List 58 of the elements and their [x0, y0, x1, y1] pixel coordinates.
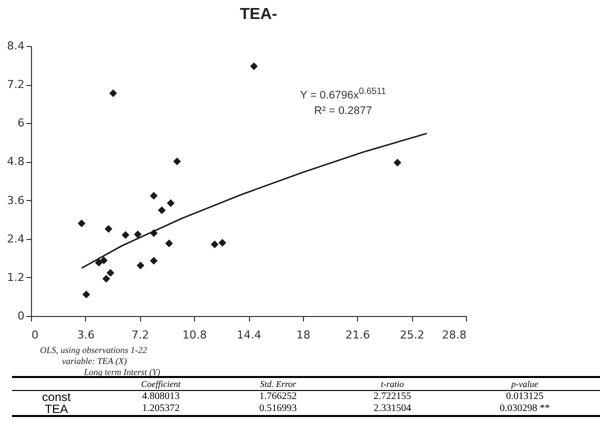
point — [250, 62, 258, 70]
y-tick-label: 6 — [18, 116, 24, 130]
text: t-ratio — [335, 377, 450, 390]
y-tick-label: 4.8 — [7, 155, 24, 168]
point — [218, 238, 226, 247]
line-series — [80, 132, 428, 269]
point — [173, 158, 181, 166]
text: 0.013125 — [504, 390, 544, 403]
annotation: R² = 0.2877 — [314, 104, 372, 117]
x-tick-label: 28.8 — [442, 328, 466, 342]
point — [78, 220, 86, 228]
y-tick-label: 3.6 — [7, 194, 24, 207]
text: Coefficient — [100, 377, 221, 390]
text: OLS, using observations 1-22 — [40, 345, 148, 356]
x-tick-label: 7.2 — [132, 328, 149, 342]
text: p-value — [449, 377, 600, 390]
y-tick-label: 2.4 — [7, 232, 24, 246]
text: 2.722155 — [372, 390, 412, 403]
point — [104, 225, 112, 233]
y-tick-label: 0 — [18, 310, 24, 322]
point — [166, 199, 175, 208]
point — [82, 290, 90, 298]
x-tick-label: 25.2 — [400, 328, 424, 342]
point — [94, 258, 103, 267]
text: TEA — [12, 402, 101, 416]
x-tick-label: 14.4 — [236, 328, 262, 342]
text: 1.205372 — [100, 403, 221, 416]
text: 0.516993 — [220, 403, 336, 416]
point — [134, 230, 142, 238]
point — [100, 256, 108, 264]
x-tick-label: 10.8 — [182, 328, 207, 342]
text: 0.030298 ** — [449, 403, 600, 416]
point — [158, 206, 166, 214]
point — [150, 192, 158, 200]
point — [210, 240, 219, 248]
point — [150, 256, 158, 265]
point — [394, 158, 402, 167]
y-tick-label: 1.2 — [7, 270, 24, 284]
point — [106, 269, 114, 277]
point — [109, 89, 118, 98]
y-tick-label: 7.2 — [7, 78, 24, 92]
annotation: Y = 0.6796x$^{0.6511}$ — [300, 86, 386, 102]
text: 4.808013 — [141, 390, 181, 403]
text: 1.766252 — [258, 390, 298, 403]
point — [102, 274, 110, 283]
point — [165, 239, 173, 248]
x-tick-label: 18 — [296, 328, 310, 342]
point — [136, 262, 144, 270]
text: 2.331504 — [335, 403, 450, 416]
text: Std. Error — [220, 377, 336, 390]
x-tick-label: 21.6 — [346, 328, 370, 342]
point — [122, 231, 130, 239]
x-tick-label: 0 — [32, 328, 38, 342]
x-tick-label: 3.6 — [77, 328, 95, 342]
chart-title: TEA- — [240, 6, 278, 23]
y-tick-label: 8.4 — [7, 40, 24, 52]
text: variable: TEA (X) — [61, 356, 128, 367]
text: const — [41, 390, 72, 404]
